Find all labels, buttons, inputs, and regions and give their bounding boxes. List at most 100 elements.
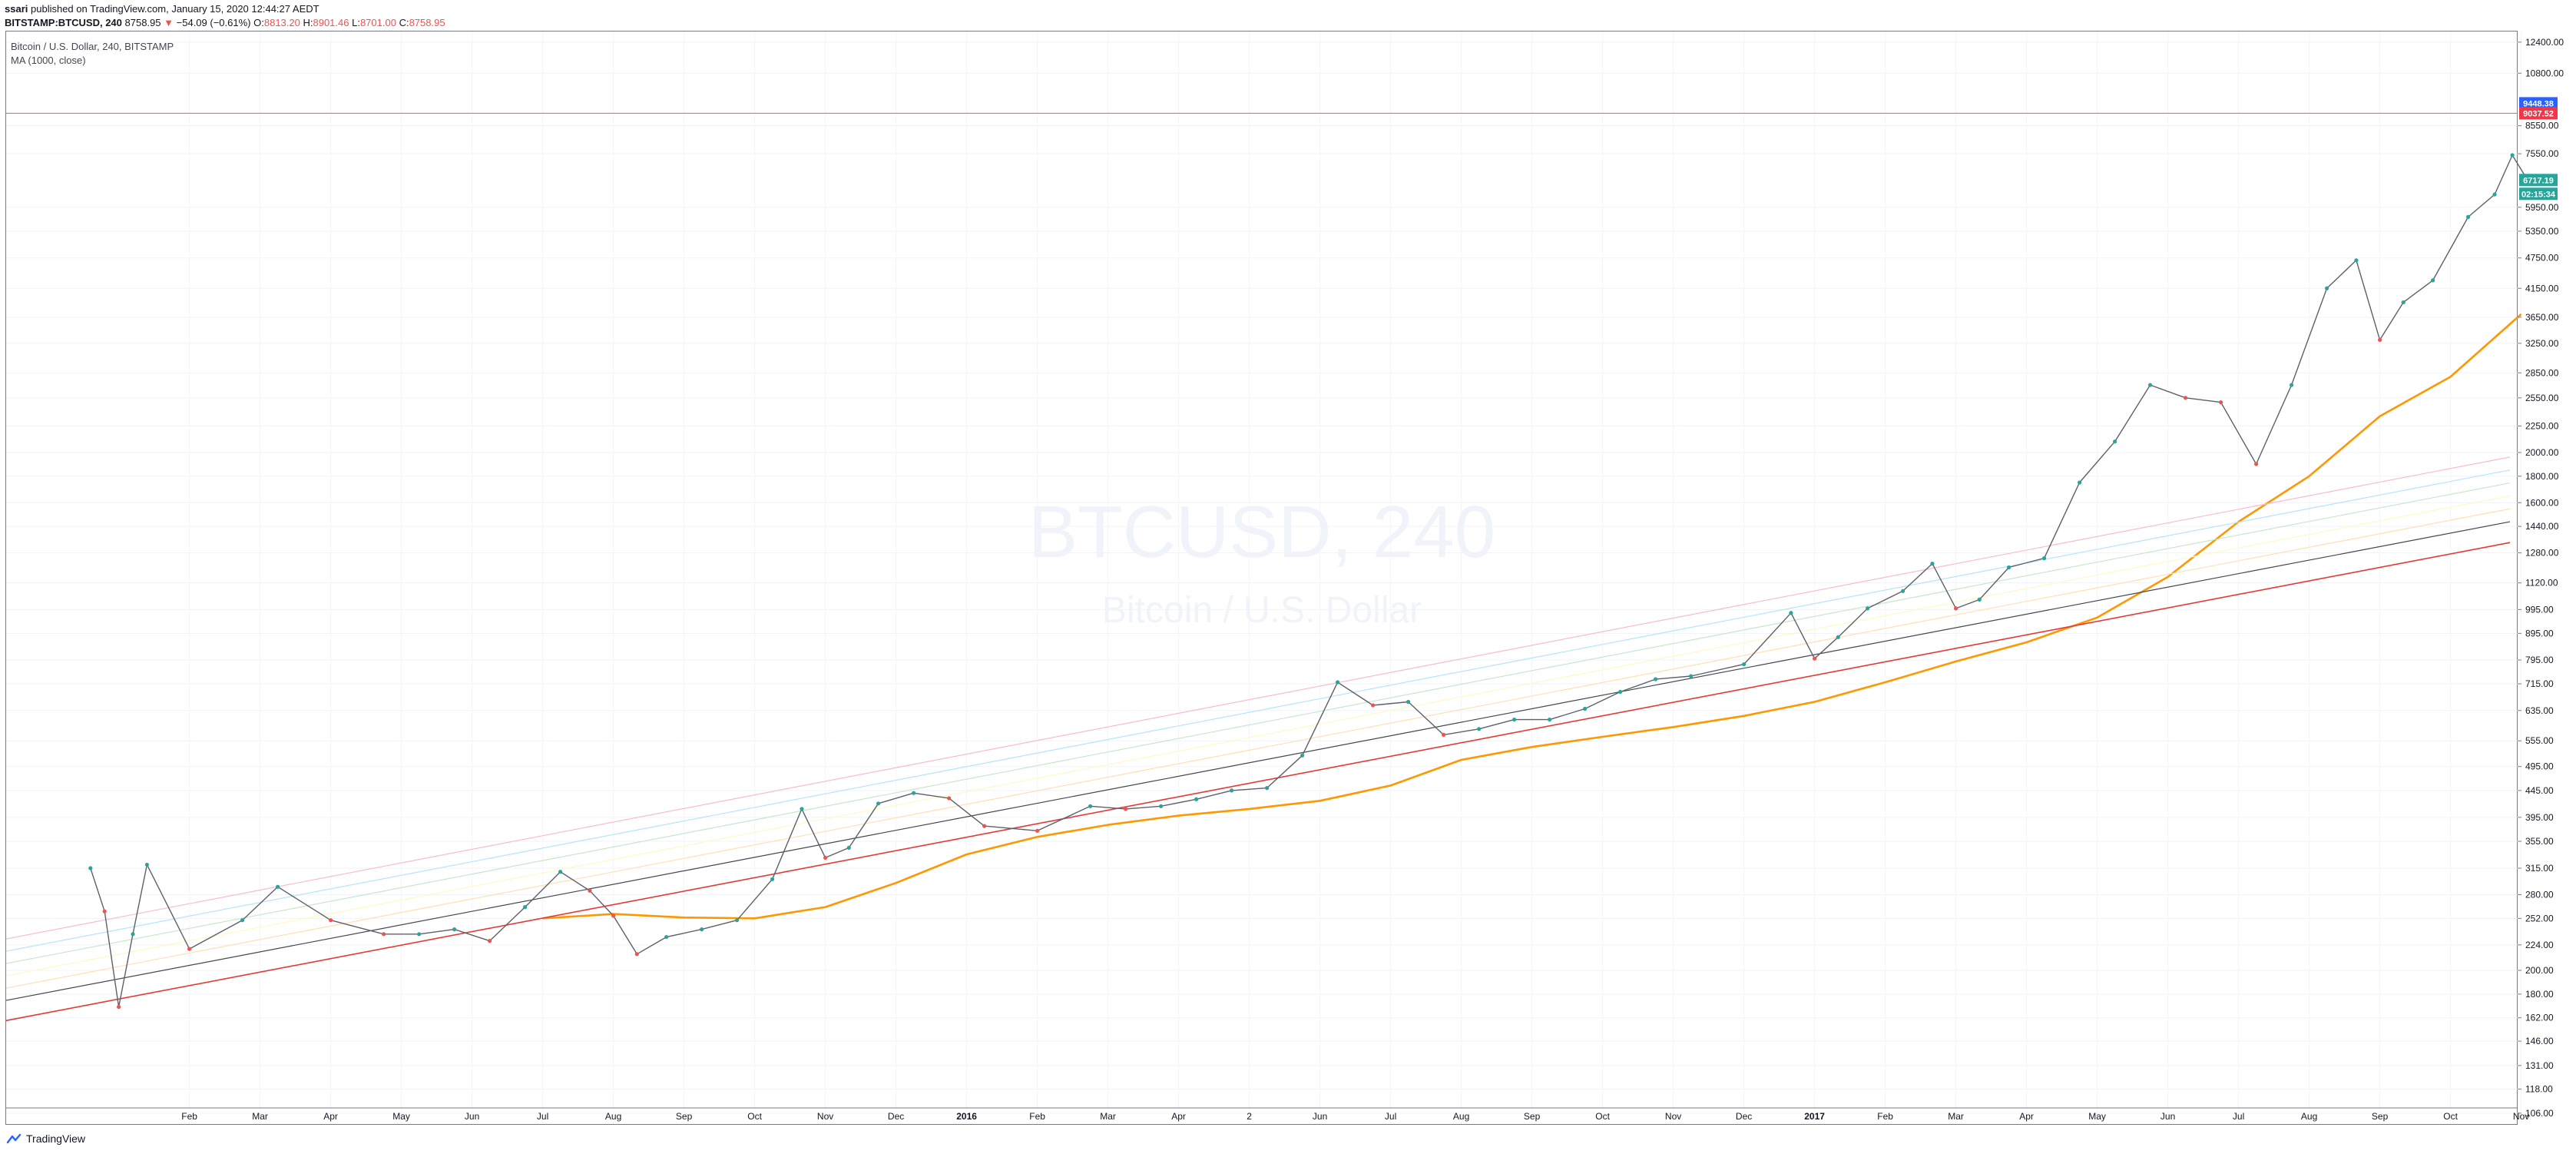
price-point	[846, 845, 851, 850]
y-tick-label: 445.00	[2525, 785, 2554, 796]
x-tick-label: Aug	[2301, 1111, 2317, 1122]
price-point	[2007, 565, 2011, 570]
price-badge-label: 6717.19	[2523, 176, 2554, 185]
price-point	[131, 932, 135, 937]
price-point	[735, 918, 740, 923]
price-point	[117, 1004, 121, 1010]
price-point	[947, 796, 952, 801]
legend-symbol[interactable]: Bitcoin / U.S. Dollar, 240, BITSTAMP	[11, 41, 174, 52]
high-label: H:	[303, 17, 313, 28]
price-point	[2510, 153, 2515, 158]
price-point	[2113, 439, 2117, 444]
price-line	[90, 154, 2548, 1008]
y-tick-label: 715.00	[2525, 678, 2554, 689]
price-point	[187, 947, 192, 951]
y-tick-label: 2850.00	[2525, 367, 2559, 378]
x-tick-label: Aug	[1453, 1111, 1469, 1122]
y-tick-label: 131.00	[2525, 1060, 2554, 1071]
price-point	[1789, 611, 1793, 615]
price-point	[1654, 677, 1658, 681]
price-point	[823, 855, 828, 861]
y-tick-label: 106.00	[2525, 1108, 2554, 1119]
footer: TradingView	[6, 1132, 85, 1145]
published-text: published on TradingView.com, January 15…	[31, 3, 320, 15]
watermark-name: Bitcoin / U.S. Dollar	[1102, 590, 1422, 631]
price-point	[1230, 788, 1234, 793]
y-tick-label: 146.00	[2525, 1036, 2554, 1046]
x-tick-label: Feb	[1029, 1111, 1045, 1122]
x-tick-label: Sep	[2372, 1111, 2389, 1122]
price-point	[240, 918, 245, 923]
price-point	[1742, 662, 1747, 667]
open-label: O:	[253, 17, 264, 28]
price-point	[276, 884, 280, 889]
price-point	[1813, 656, 1817, 661]
price-point	[1265, 786, 1270, 791]
legend-ma[interactable]: MA (1000, close)	[11, 55, 86, 66]
y-tick-label: 2000.00	[2525, 447, 2559, 458]
ohlc-bar: BITSTAMP:BTCUSD, 240 8758.95 ▼ −54.09 (−…	[5, 17, 445, 28]
chart-frame[interactable]	[5, 31, 2518, 1125]
chart-legend: Bitcoin / U.S. Dollar, 240, BITSTAMP MA …	[11, 40, 174, 68]
low-label: L:	[352, 17, 360, 28]
x-tick-label: Oct	[1595, 1111, 1610, 1122]
price-point	[1336, 680, 1340, 685]
price-point	[611, 914, 616, 918]
symbol-label: BITSTAMP:BTCUSD, 240	[5, 17, 122, 28]
price-point	[2254, 462, 2259, 466]
price-badge-bg	[2519, 187, 2558, 201]
ma-line	[542, 313, 2522, 920]
y-tick-label: 200.00	[2525, 965, 2554, 976]
close-value: 8758.95	[409, 17, 445, 28]
x-tick-label: 2017	[1804, 1111, 1825, 1122]
y-tick-label: 3650.00	[2525, 312, 2559, 323]
price-badge-bg	[2519, 97, 2558, 110]
y-tick-label: 555.00	[2525, 735, 2554, 746]
price-point	[2148, 383, 2153, 387]
grid-layer	[6, 32, 2522, 1124]
price-point	[2466, 214, 2471, 219]
x-tick-label: Oct	[2443, 1111, 2458, 1122]
price-point	[2431, 278, 2435, 283]
last-price: 8758.95	[124, 17, 161, 28]
x-tick-label: Nov	[2513, 1111, 2529, 1122]
publisher-name[interactable]: ssari	[5, 3, 28, 15]
price-point	[2378, 337, 2382, 342]
price-badge-label: 9448.38	[2523, 99, 2554, 108]
low-value: 8701.00	[359, 17, 396, 28]
price-badge-bg	[2519, 107, 2558, 120]
price-point	[488, 939, 492, 943]
footer-brand[interactable]: TradingView	[26, 1132, 86, 1145]
price-badge-label: 9037.52	[2523, 109, 2554, 118]
price-point	[1300, 753, 1305, 758]
high-value: 8901.46	[313, 17, 349, 28]
price-point	[144, 862, 149, 867]
price-point	[2042, 555, 2047, 561]
price-point	[2325, 286, 2329, 290]
x-tick-label: Feb	[181, 1111, 197, 1122]
price-point	[1901, 589, 1906, 593]
price-point	[1866, 606, 1870, 611]
price-badge-label: 02:15:34	[2521, 190, 2556, 199]
price-point	[1512, 717, 1517, 722]
y-tick-label: 4150.00	[2525, 283, 2559, 293]
fan-line	[5, 495, 2511, 977]
price-point	[912, 791, 916, 795]
trendline-channel-mid	[5, 521, 2511, 1001]
y-tick-label: 355.00	[2525, 836, 2554, 847]
price-point	[700, 927, 704, 932]
price-point	[1977, 597, 1982, 602]
price-point	[2492, 192, 2497, 197]
y-tick-label: 795.00	[2525, 655, 2554, 665]
y-tick-label: 2250.00	[2525, 420, 2559, 431]
price-point	[1159, 804, 1164, 808]
y-tick-label: 1800.00	[2525, 471, 2559, 482]
price-point	[588, 888, 592, 893]
y-tick-label: 224.00	[2525, 940, 2554, 950]
price-point	[1194, 797, 1199, 801]
x-tick-label: May	[392, 1111, 410, 1122]
tradingview-logo-icon[interactable]	[6, 1133, 23, 1144]
x-tick-label: Apr	[2019, 1111, 2034, 1122]
